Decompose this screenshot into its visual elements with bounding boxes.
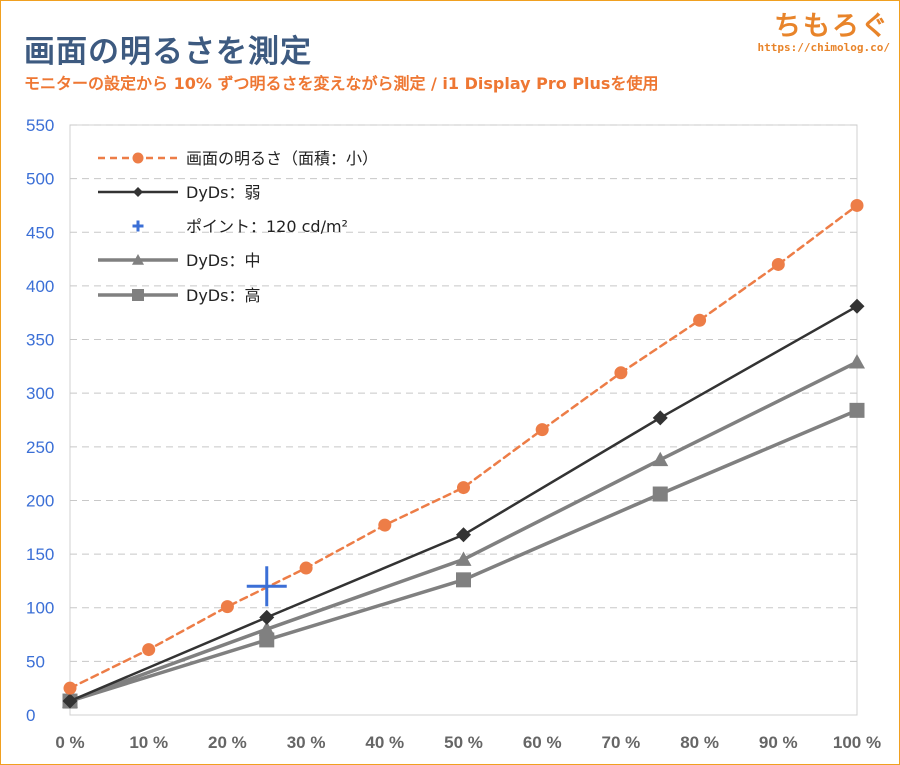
site-logo: ちもろぐ https://chimolog.co/: [758, 4, 890, 54]
data-point-square: [652, 486, 668, 502]
data-point-triangle: [455, 551, 472, 566]
data-point-circle: [771, 257, 785, 271]
series-2: [246, 566, 287, 607]
data-point-cross: [246, 566, 287, 607]
y-tick-label: 150: [26, 545, 54, 564]
data-point-circle: [378, 518, 392, 532]
data-point-circle: [693, 313, 707, 327]
data-point-circle: [63, 681, 77, 695]
x-tick-label: 0 %: [55, 733, 84, 752]
data-point-triangle: [849, 354, 865, 369]
data-point-circle: [850, 198, 864, 212]
x-tick-label: 100 %: [833, 733, 881, 752]
y-tick-label: 250: [26, 438, 54, 457]
data-point-diamond: [652, 410, 668, 426]
legend-marker-circle: [132, 152, 144, 164]
data-point-circle: [220, 600, 234, 614]
legend-item: DyDs：中: [98, 251, 260, 270]
x-tick-label: 20 %: [208, 733, 247, 752]
legend-marker-square: [132, 289, 144, 301]
data-point-circle: [142, 643, 156, 657]
data-point-diamond: [259, 609, 275, 625]
series-line: [68, 204, 859, 690]
data-point-circle: [614, 366, 628, 380]
legend-item: DyDs：弱: [98, 183, 260, 202]
data-point-triangle: [258, 621, 275, 636]
data-point-diamond: [62, 693, 78, 709]
logo-name: ちもろぐ: [774, 11, 890, 42]
series-line: [68, 305, 859, 703]
legend-label: DyDs：高: [186, 286, 260, 305]
legend-item: 画面の明るさ（面積：小）: [98, 149, 378, 168]
legend-label: 画面の明るさ（面積：小）: [186, 149, 378, 168]
y-tick-label: 300: [26, 384, 54, 403]
data-point-square: [849, 402, 865, 418]
y-tick-label: 500: [26, 170, 54, 189]
x-tick-label: 50 %: [444, 733, 483, 752]
data-point-circle: [535, 423, 549, 437]
x-tick-label: 40 %: [365, 733, 404, 752]
y-tick-label: 450: [26, 223, 54, 242]
x-tick-label: 60 %: [523, 733, 562, 752]
chart-title: 画面の明るさを測定: [24, 34, 312, 70]
y-tick-label: 350: [26, 331, 54, 350]
legend-label: ポイント：120 cd/m²: [186, 217, 348, 236]
series-0: [63, 198, 864, 695]
logo-url: https://chimolog.co/: [757, 41, 890, 54]
y-tick-label: 100: [26, 599, 54, 618]
data-point-circle: [299, 561, 313, 575]
chart-subtitle: モニターの設定から 10% ずつ明るさを変えながら測定 / i1 Display…: [24, 74, 659, 93]
legend-label: DyDs：中: [186, 251, 260, 270]
legend-marker-diamond: [133, 187, 143, 197]
series-1: [62, 298, 865, 709]
legend-marker-cross: [132, 220, 144, 232]
y-tick-label: 50: [26, 652, 45, 671]
x-tick-label: 80 %: [680, 733, 719, 752]
legend-label: DyDs：弱: [186, 183, 260, 202]
legend-item: ポイント：120 cd/m²: [132, 217, 348, 236]
legend-item: DyDs：高: [98, 286, 260, 305]
x-tick-label: 90 %: [759, 733, 798, 752]
x-tick-label: 70 %: [602, 733, 641, 752]
y-tick-label: 550: [26, 116, 54, 135]
data-point-diamond: [456, 527, 471, 543]
plot-area-border: [69, 124, 858, 716]
x-tick-label: 10 %: [129, 733, 168, 752]
y-tick-label: 0: [26, 706, 35, 725]
data-point-triangle: [652, 451, 669, 467]
y-tick-label: 400: [26, 277, 54, 296]
x-tick-label: 30 %: [287, 733, 326, 752]
legend-marker-triangle: [132, 254, 144, 265]
data-point-diamond: [849, 298, 865, 314]
y-tick-label: 200: [26, 491, 54, 510]
data-point-square: [456, 572, 471, 588]
data-point-square: [259, 632, 275, 648]
data-point-circle: [457, 481, 470, 495]
